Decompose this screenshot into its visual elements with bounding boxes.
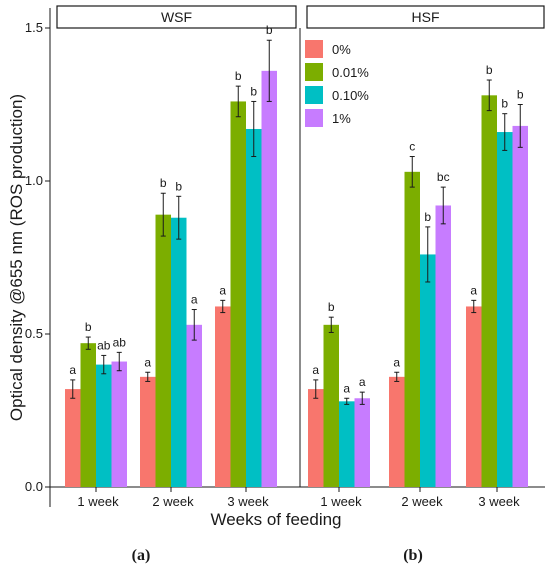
bar — [65, 389, 81, 487]
y-tick-label: 0.0 — [25, 479, 43, 494]
significance-label: b — [501, 97, 508, 111]
y-tick-label: 1.0 — [25, 173, 43, 188]
bar — [246, 128, 262, 488]
significance-label: b — [160, 176, 167, 190]
significance-label: c — [409, 140, 415, 154]
significance-label: a — [191, 293, 198, 307]
bar — [96, 364, 112, 487]
significance-label: b — [85, 320, 92, 334]
bar — [481, 95, 497, 487]
significance-label: b — [266, 23, 273, 37]
legend-swatch — [305, 86, 323, 104]
bar — [404, 171, 420, 487]
legend-swatch — [305, 63, 323, 81]
bar — [466, 306, 482, 487]
significance-label: b — [328, 300, 335, 314]
bar — [512, 125, 528, 488]
x-tick-label: 2 week — [401, 494, 443, 509]
bar — [435, 205, 451, 488]
legend-label: 0.01% — [332, 65, 369, 80]
significance-label: b — [486, 63, 493, 77]
bar — [308, 389, 324, 487]
bar — [323, 324, 339, 487]
bar — [171, 217, 187, 487]
bar — [339, 401, 355, 487]
bar — [215, 306, 231, 487]
significance-label: ab — [97, 338, 111, 352]
x-tick-label: 3 week — [478, 494, 520, 509]
x-axis-title: Weeks of feeding — [210, 510, 341, 529]
legend-label: 0.10% — [332, 88, 369, 103]
y-tick-label: 1.5 — [25, 20, 43, 35]
x-tick-label: 1 week — [77, 494, 119, 509]
bar — [186, 324, 202, 487]
significance-label: ab — [113, 335, 127, 349]
panel-caption: (b) — [403, 547, 423, 564]
bar — [80, 343, 96, 487]
legend-label: 0% — [332, 42, 351, 57]
significance-label: b — [517, 88, 524, 102]
significance-label: b — [250, 84, 257, 98]
significance-label: a — [69, 363, 76, 377]
significance-label: b — [424, 210, 431, 224]
x-tick-label: 2 week — [152, 494, 194, 509]
x-tick-label: 1 week — [320, 494, 362, 509]
significance-label: a — [393, 355, 400, 369]
legend-label: 1% — [332, 111, 351, 126]
significance-label: a — [343, 381, 350, 395]
significance-label: a — [312, 363, 319, 377]
panel-caption: (a) — [132, 547, 151, 564]
bar — [420, 254, 436, 487]
panel-strip — [56, 5, 297, 29]
bar — [230, 101, 246, 487]
bar — [111, 361, 127, 487]
bar — [261, 70, 277, 487]
legend-swatch — [305, 109, 323, 127]
bar — [497, 132, 513, 488]
x-tick-label: 3 week — [227, 494, 269, 509]
legend-swatch — [305, 40, 323, 58]
significance-label: a — [359, 375, 366, 389]
significance-label: a — [144, 355, 151, 369]
y-tick-label: 0.5 — [25, 326, 43, 341]
bar — [354, 398, 370, 487]
bar — [155, 214, 171, 487]
panel-strip-label: HSF — [412, 9, 440, 25]
significance-label: bc — [437, 170, 450, 184]
significance-label: a — [219, 283, 226, 297]
panel-strip-label: WSF — [161, 9, 192, 25]
significance-label: b — [235, 69, 242, 83]
panel-strip — [306, 5, 545, 29]
bar — [140, 376, 156, 487]
bar — [389, 376, 405, 487]
significance-label: a — [470, 283, 477, 297]
y-axis-title: Optical density @655 nm (ROS production) — [7, 94, 26, 421]
significance-label: b — [175, 179, 182, 193]
